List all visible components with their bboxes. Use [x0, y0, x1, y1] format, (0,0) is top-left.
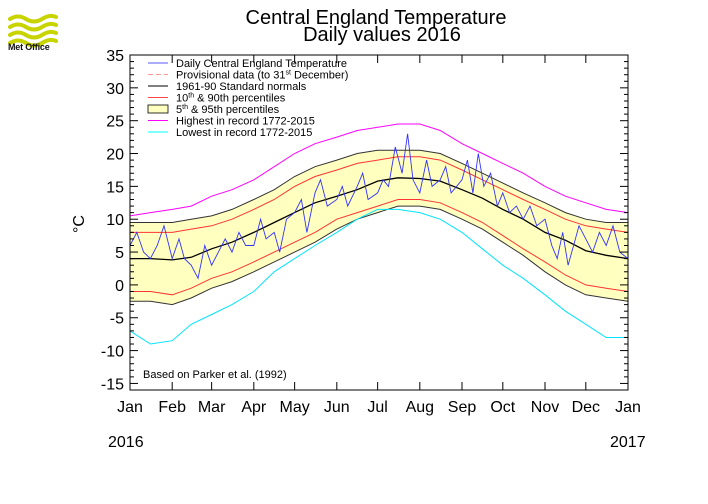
x-tick-label: Sep: [448, 399, 477, 416]
y-tick-label: 35: [106, 48, 124, 65]
y-tick-label: 5: [115, 245, 124, 262]
legend-label: 10th & 90th percentiles: [176, 93, 286, 105]
y-tick-label: 15: [106, 179, 124, 196]
year-label-start: 2016: [108, 434, 144, 451]
annotation-text: Based on Parker et al. (1992): [143, 369, 287, 381]
x-tick-label: Nov: [531, 399, 559, 416]
met-office-logo: [8, 13, 58, 48]
y-axis-label: °C: [71, 215, 88, 233]
series-daily-central-england-temperature: [129, 133, 629, 280]
y-tick-label: 0: [115, 278, 124, 295]
x-tick-label: Mar: [198, 399, 226, 416]
legend-label: Provisional data (to 31st December): [176, 70, 348, 82]
x-tick-label: Dec: [572, 399, 600, 416]
series-highest-in-record-1772-2015: [129, 123, 629, 217]
x-tick-label: Oct: [490, 399, 515, 416]
series-1961-90-standard-normals: [130, 177, 629, 261]
legend-label: Daily Central England Temperature: [176, 58, 347, 70]
x-tick-label: Feb: [158, 399, 186, 416]
legend: Daily Central England TemperatureProvisi…: [147, 58, 348, 139]
x-tick-label: Jun: [324, 399, 350, 416]
legend-label: 1961-90 Standard normals: [176, 81, 307, 93]
x-tick-label: May: [280, 399, 310, 416]
series-lowest-in-record-1772-2015: [129, 208, 628, 345]
y-tick-label: -10: [101, 344, 124, 361]
chart-subtitle: Daily values 2016: [303, 24, 461, 46]
series-10th-percentile: [130, 199, 629, 296]
legend-label: Highest in record 1772-2015: [176, 116, 315, 128]
x-tick-label: Jan: [117, 399, 143, 416]
y-tick-label: 25: [106, 114, 124, 131]
x-tick-label: Jul: [367, 399, 387, 416]
legend-label: Lowest in record 1772-2015: [176, 127, 312, 139]
year-label-end: 2017: [610, 434, 646, 451]
x-tick-label: Aug: [406, 399, 434, 416]
chart-title: Central England Temperature: [246, 7, 507, 29]
legend-swatch: [147, 104, 169, 114]
plot-area: [129, 123, 629, 345]
x-tick-label: Apr: [241, 399, 267, 416]
legend-label: 5th & 95th percentiles: [176, 104, 280, 116]
y-tick-label: 10: [106, 212, 124, 229]
y-tick-label: 30: [106, 81, 124, 98]
met-office-logo-text: Met Office: [8, 42, 50, 52]
series-90th-percentile: [130, 156, 629, 233]
y-tick-label: -15: [101, 376, 124, 393]
x-tick-label: Jan: [615, 399, 641, 416]
axes: 35 30 25 20 15 10 5 0 -5 -10 -15 Jan Feb Mar Apr May Jun…: [101, 48, 641, 416]
y-tick-label: -5: [110, 311, 124, 328]
plot-frame: [129, 54, 629, 391]
series-95th-percentile: [130, 149, 628, 223]
y-tick-label: 20: [106, 147, 124, 164]
series-5th-percentile: [130, 205, 629, 306]
percentile-band-5-95: [130, 150, 628, 305]
